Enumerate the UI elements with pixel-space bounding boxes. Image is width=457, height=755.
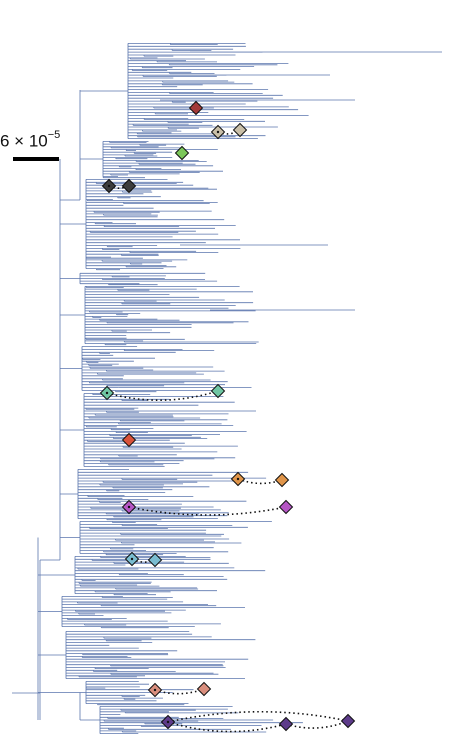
mutation-marker-dark (121, 178, 137, 194)
mutation-marker-maroon (188, 100, 204, 116)
tree-branches (12, 43, 442, 734)
mutation-connector-purple-long (167, 710, 349, 723)
mutation-marker-salmon (196, 681, 212, 697)
mutation-marker-purple (340, 713, 356, 729)
marker-origin-dot (107, 184, 111, 188)
mutation-marker-purple (278, 716, 294, 732)
scale-bar (13, 157, 59, 161)
scale-bar-exponent: −5 (47, 129, 61, 141)
mutation-marker-red (121, 432, 137, 448)
mutation-connector-magenta (128, 506, 287, 516)
mutation-marker-green (174, 145, 190, 161)
mutation-connector-purple (285, 720, 349, 729)
marker-origin-dot (216, 130, 220, 134)
branch-lines (12, 43, 442, 734)
scale-bar-label: 6 × 10−5 (0, 129, 61, 152)
mutation-connectors (106, 129, 349, 733)
scale-bar-base: 6 × 10 (0, 131, 48, 151)
marker-origin-dot (236, 477, 240, 481)
mutation-markers (99, 100, 356, 732)
mutation-marker-orange (274, 472, 290, 488)
marker-origin-dot (166, 720, 170, 724)
marker-origin-dot (127, 505, 131, 509)
mutation-marker-teal (210, 383, 226, 399)
marker-origin-dot (153, 688, 157, 692)
mutation-marker-lightblue (147, 552, 163, 568)
marker-origin-dot (130, 557, 134, 561)
marker-origin-dot (105, 391, 109, 395)
mutation-marker-magenta (278, 499, 294, 515)
mutation-connector-teal (106, 390, 219, 401)
mutation-marker-tan (232, 122, 248, 138)
mutation-connector-purple (167, 721, 287, 733)
